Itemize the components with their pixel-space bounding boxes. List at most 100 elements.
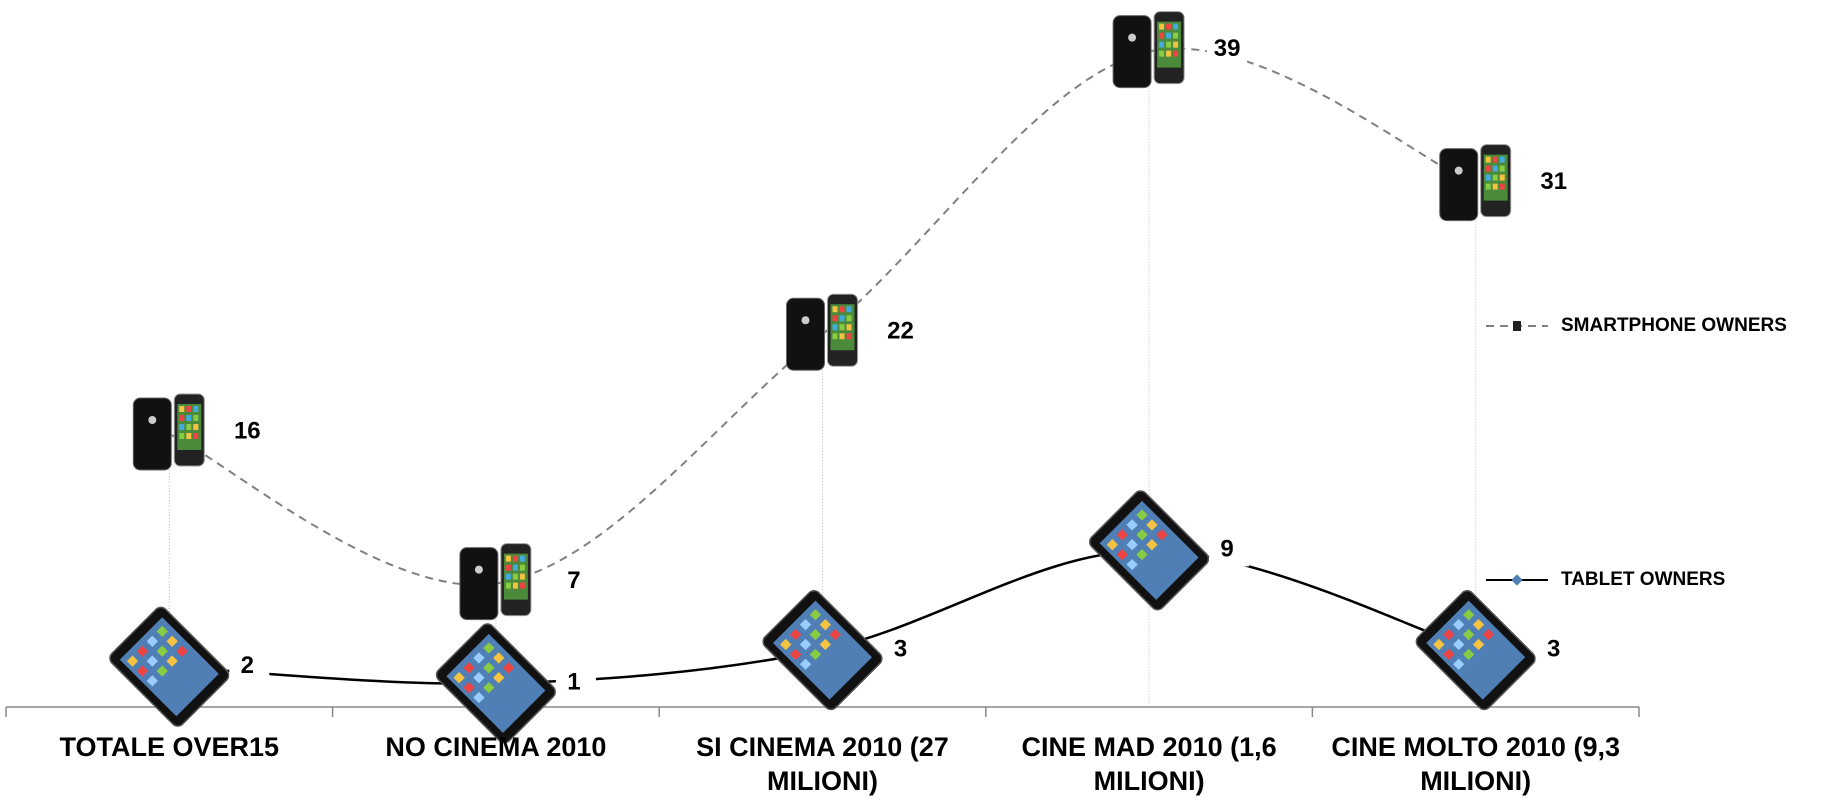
phone-back [1113,16,1151,88]
phone-logo [475,566,483,574]
phone-icon [833,315,838,321]
phone-icon [1173,51,1178,57]
tablet-marker [434,621,558,745]
phone-icon [1486,157,1491,163]
phone-icon [1493,175,1498,181]
phone-icon [1166,24,1171,30]
phone-icon [506,583,511,589]
x-tick-label: CINE MOLTO 2010 (9,3 MILIONI) [1312,730,1639,798]
phone-icon [179,433,184,439]
phone-icon [840,324,845,330]
data-label: 31 [1540,168,1567,195]
legend-marker [1511,574,1522,585]
phone-icon [186,406,191,412]
phone-icon [847,306,852,312]
phone-back [787,298,825,370]
phone-icon [1159,24,1164,30]
smartphone-marker [133,394,204,470]
phone-icon [833,306,838,312]
legend-label: SMARTPHONE OWNERS [1561,315,1787,336]
data-label: 22 [887,318,914,345]
phone-back [460,548,498,620]
phone-icon [193,433,198,439]
phone-icon [520,565,525,571]
phone-icon [186,415,191,421]
phone-icon [513,583,518,589]
tablet-body [1087,488,1211,612]
data-label: 7 [567,567,580,594]
phone-logo [1128,34,1136,42]
phone-icon [840,306,845,312]
phone-icon [847,324,852,330]
phone-icon [840,333,845,339]
data-label: 3 [894,635,907,662]
smartphone-marker [1113,12,1184,88]
phone-icon [1166,33,1171,39]
phone-icon [520,556,525,562]
phone-icon [1166,42,1171,48]
chart: 167223931SMARTPHONE OWNERS21393TABLET OW… [0,0,1839,803]
phone-icon [520,574,525,580]
data-label: 9 [1220,536,1233,563]
tablet-body [434,621,558,745]
data-label: 2 [241,652,254,679]
phone-icon [1173,33,1178,39]
phone-icon [179,406,184,412]
smartphone-marker [787,294,858,370]
data-label: 39 [1214,35,1241,62]
phone-icon [1486,184,1491,190]
phone-logo [802,316,810,324]
phone-icon [1493,157,1498,163]
phone-icon [1173,42,1178,48]
phone-icon [840,315,845,321]
phone-icon [1500,184,1505,190]
phone-icon [1493,184,1498,190]
phone-icon [1500,175,1505,181]
x-tick-label: NO CINEMA 2010 [333,730,660,764]
data-label: 1 [567,669,580,696]
phone-icon [1493,166,1498,172]
plot: 167223931SMARTPHONE OWNERS21393TABLET OW… [0,0,1839,803]
phone-logo [148,416,156,424]
phone-icon [186,433,191,439]
phone-icon [179,415,184,421]
phone-icon [847,333,852,339]
tablet-marker [760,588,884,712]
phone-icon [186,424,191,430]
data-label: 3 [1547,635,1560,662]
phone-icon [193,415,198,421]
phone-back [133,398,171,470]
smartphone-marker [460,544,531,620]
data-label: 16 [234,417,261,444]
smartphone-marker [1440,145,1511,221]
legend-label: TABLET OWNERS [1561,569,1725,590]
x-tick-label: SI CINEMA 2010 (27 MILIONI) [659,730,986,798]
phone-icon [847,315,852,321]
phone-icon [1500,157,1505,163]
phone-icon [506,565,511,571]
phone-icon [193,424,198,430]
phone-icon [513,574,518,580]
tablet-marker [1413,588,1537,712]
phone-icon [1159,51,1164,57]
phone-back [1440,149,1478,221]
tablet-marker [107,605,231,729]
tablet-body [107,605,231,729]
phone-icon [193,406,198,412]
phone-icon [506,556,511,562]
x-tick-label: CINE MAD 2010 (1,6 MILIONI) [986,730,1313,798]
phone-icon [1486,166,1491,172]
tablet-marker [1087,488,1211,612]
phone-icon [513,556,518,562]
phone-icon [1486,175,1491,181]
tablet-body [1413,588,1537,712]
phone-icon [513,565,518,571]
phone-icon [1173,24,1178,30]
legend-marker [1513,321,1521,331]
phone-logo [1455,167,1463,175]
phone-icon [833,324,838,330]
phone-icon [1159,42,1164,48]
phone-icon [833,333,838,339]
phone-icon [1159,33,1164,39]
phone-icon [179,424,184,430]
